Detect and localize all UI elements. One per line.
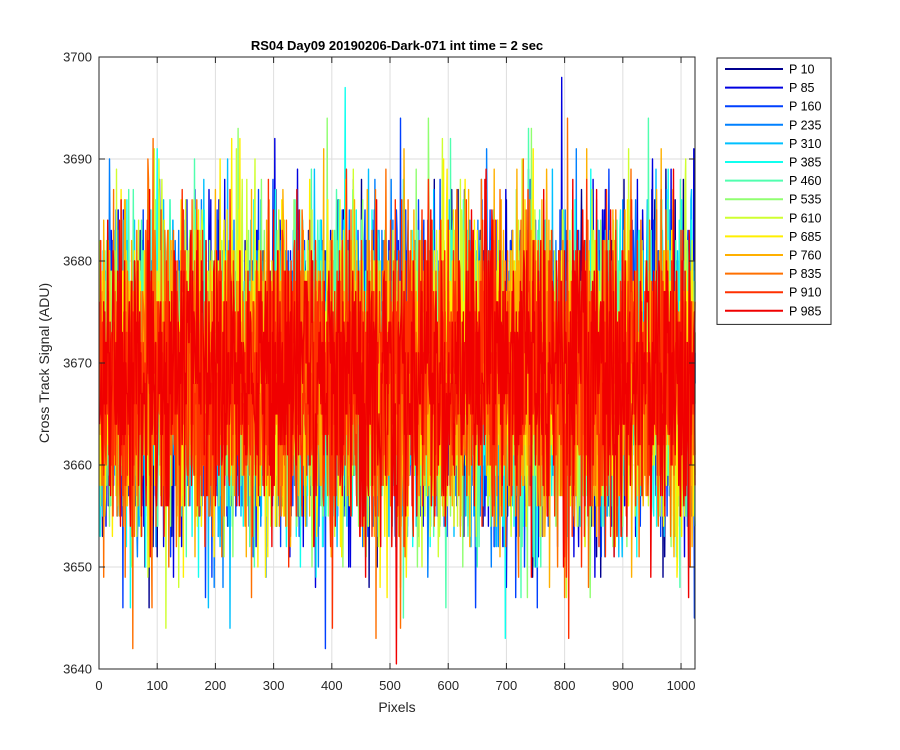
legend-entry-label: P 460	[789, 174, 821, 188]
y-tick-label: 3650	[63, 560, 92, 575]
series-layer	[98, 76, 696, 665]
x-tick-label: 1000	[667, 678, 696, 693]
legend-entry-label: P 535	[789, 193, 821, 207]
legend-entry-label: P 610	[789, 211, 821, 225]
legend-entry-label: P 985	[789, 304, 821, 318]
legend-box	[716, 57, 832, 325]
y-tick-label: 3700	[63, 50, 92, 65]
legend-entry-label: P 685	[789, 230, 821, 244]
x-tick-label: 900	[612, 678, 634, 693]
x-axis-label: Pixels	[378, 699, 415, 715]
legend-entry-label: P 235	[789, 118, 821, 132]
y-axis-label: Cross Track Signal (ADU)	[36, 283, 52, 443]
legend-entry-label: P 910	[789, 286, 821, 300]
x-tick-label: 700	[496, 678, 518, 693]
x-tick-label: 0	[95, 678, 102, 693]
x-tick-label: 200	[205, 678, 227, 693]
x-tick-label: 300	[263, 678, 285, 693]
legend-entry-label: P 760	[789, 249, 821, 263]
series-line	[98, 168, 696, 665]
legend-entry-label: P 10	[789, 63, 815, 77]
chart-title: RS04 Day09 20190206-Dark-071 int time = …	[251, 38, 543, 53]
x-tick-label: 400	[321, 678, 343, 693]
x-tick-label: 800	[554, 678, 576, 693]
x-tick-label: 500	[379, 678, 401, 693]
y-tick-label: 3670	[63, 356, 92, 371]
legend: P 10 P 85 P 160 P 235 P 310 P 385 P 460 P 535 P …	[716, 57, 832, 325]
legend-entry-label: P 310	[789, 137, 821, 151]
plot-area: 0 100 200 300 400 500 600 700 800 900 1000 3640 3650…	[63, 50, 696, 694]
y-tick-label: 3680	[63, 254, 92, 269]
legend-entry-label: P 385	[789, 156, 821, 170]
ticks: 0 100 200 300 400 500 600 700 800 900 1000 3640 3650…	[63, 50, 695, 694]
legend-entry-label: P 160	[789, 100, 821, 114]
legend-entry-label: P 85	[789, 81, 815, 95]
y-tick-label: 3640	[63, 662, 92, 677]
x-tick-label: 100	[146, 678, 168, 693]
y-tick-label: 3690	[63, 152, 92, 167]
legend-entry-label: P 835	[789, 267, 821, 281]
x-tick-label: 600	[437, 678, 459, 693]
y-tick-label: 3660	[63, 458, 92, 473]
